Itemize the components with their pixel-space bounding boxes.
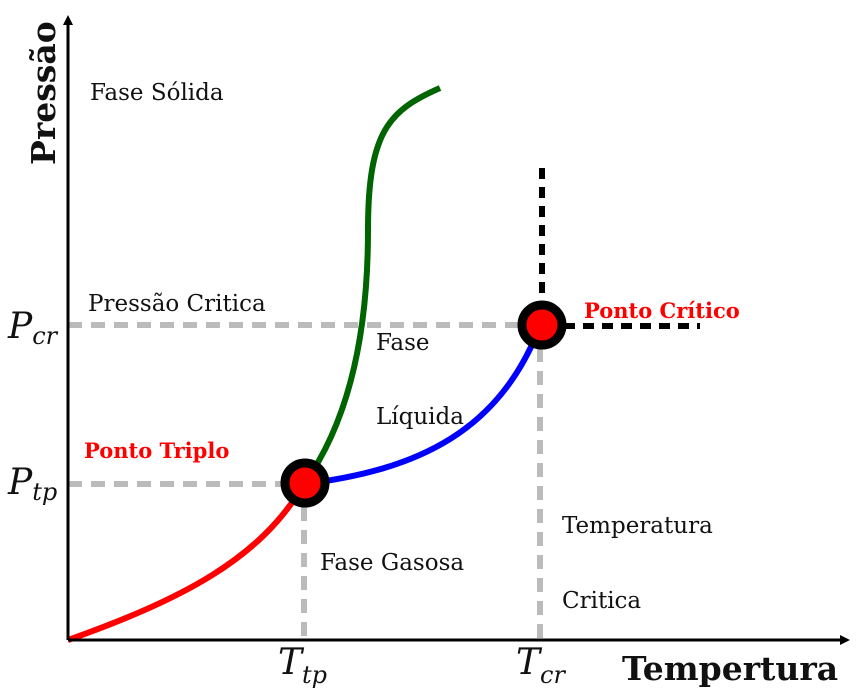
gas-phase-label: Fase Gasosa <box>320 550 464 576</box>
x-axis-title: Tempertura <box>622 649 838 688</box>
critical-temperature-label-line2: Critica <box>562 588 641 614</box>
liquid-phase-label-line1: Fase <box>376 330 430 356</box>
y-axis-title: Pressão <box>24 21 63 165</box>
solid-phase-label: Fase Sólida <box>90 80 224 106</box>
sublimation-curve <box>66 482 307 643</box>
x-tick-ttp: Ttp <box>278 642 327 689</box>
critical-pressure-label: Pressão Critica <box>88 291 266 317</box>
liquid-phase-label-line2: Líquida <box>376 404 464 430</box>
triple-point-label: Ponto Triplo <box>84 438 229 463</box>
fusion-curve <box>301 85 442 486</box>
triple-point <box>280 458 330 508</box>
critical-region-lines <box>539 168 700 329</box>
y-tick-ptp: Ptp <box>7 462 57 506</box>
vaporization-curve <box>303 324 543 487</box>
x-tick-tcr: Tcr <box>516 642 566 689</box>
guide-lines <box>68 322 543 640</box>
critical-temperature-label-line1: Temperatura <box>562 513 713 539</box>
critical-point-label: Ponto Crítico <box>584 298 740 323</box>
y-tick-pcr: Pcr <box>7 306 59 350</box>
critical-point <box>517 300 567 350</box>
